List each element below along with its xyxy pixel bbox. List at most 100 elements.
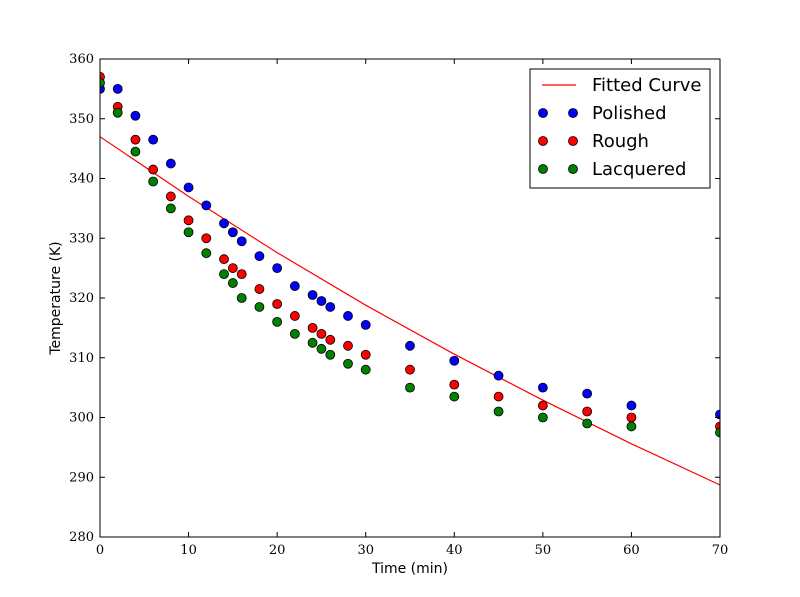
data-point xyxy=(236,269,247,280)
data-point xyxy=(227,263,238,274)
data-point xyxy=(219,254,229,265)
legend-marker xyxy=(538,136,548,146)
data-point xyxy=(272,263,283,274)
data-point xyxy=(360,364,371,375)
data-point xyxy=(449,391,460,402)
data-point xyxy=(626,400,637,411)
data-point xyxy=(165,191,176,202)
data-point xyxy=(360,319,371,330)
data-point xyxy=(289,328,300,339)
data-point xyxy=(343,311,353,321)
data-point xyxy=(148,164,159,175)
y-tick-label: 340 xyxy=(69,172,94,187)
data-point xyxy=(582,418,593,429)
data-point xyxy=(449,355,460,366)
legend-box xyxy=(529,68,711,189)
y-tick-label: 330 xyxy=(69,231,94,246)
data-point xyxy=(405,382,415,393)
plot-area xyxy=(100,72,720,486)
data-point xyxy=(626,412,637,423)
data-point xyxy=(130,134,141,145)
data-point xyxy=(537,400,548,411)
data-point xyxy=(343,340,353,351)
legend-marker xyxy=(538,164,548,174)
legend-label: Polished xyxy=(592,103,667,124)
data-point xyxy=(316,343,327,354)
data-point xyxy=(493,406,504,417)
legend: Fitted Curve Polished Rough Lacquered xyxy=(529,68,711,189)
data-point xyxy=(272,299,283,309)
series-lacquered xyxy=(100,78,720,438)
data-point xyxy=(715,427,720,438)
legend-marker xyxy=(568,108,578,118)
legend-marker xyxy=(538,108,548,118)
x-tick-label: 50 xyxy=(535,543,552,558)
y-tick-label: 310 xyxy=(69,351,94,366)
data-point xyxy=(165,158,176,169)
data-point xyxy=(289,311,300,321)
data-point xyxy=(148,176,159,187)
data-point xyxy=(201,248,212,259)
x-tick-label: 10 xyxy=(180,543,197,558)
x-tick-label: 40 xyxy=(446,543,463,558)
data-point xyxy=(183,227,194,238)
data-point xyxy=(219,218,229,229)
y-tick-label: 320 xyxy=(69,291,94,306)
data-point xyxy=(325,349,336,360)
y-axis-label: Temperature (K) xyxy=(48,241,64,355)
data-point xyxy=(254,302,265,312)
data-point xyxy=(316,296,327,306)
data-point xyxy=(715,409,720,420)
data-point xyxy=(405,340,415,351)
data-point xyxy=(582,406,593,417)
data-point xyxy=(201,200,212,211)
data-point xyxy=(100,78,105,88)
data-point xyxy=(325,334,336,345)
data-point xyxy=(148,134,159,145)
legend-marker xyxy=(568,136,578,146)
y-tick-label: 280 xyxy=(69,530,94,545)
data-point xyxy=(183,215,194,226)
data-point xyxy=(289,281,300,291)
data-point xyxy=(325,302,336,312)
y-tick-label: 360 xyxy=(69,52,94,67)
data-point xyxy=(343,358,353,369)
x-axis-label: Time (min) xyxy=(371,561,448,577)
data-point xyxy=(537,382,548,393)
data-point xyxy=(360,349,371,360)
data-point xyxy=(112,83,123,94)
data-point xyxy=(307,337,318,348)
data-point xyxy=(227,278,238,288)
y-tick-label: 350 xyxy=(69,112,94,127)
data-point xyxy=(112,107,123,118)
data-point xyxy=(236,236,247,247)
data-point xyxy=(165,203,176,214)
data-point xyxy=(626,421,637,432)
x-tick-label: 0 xyxy=(96,543,104,558)
y-tick-label: 300 xyxy=(69,411,94,426)
data-point xyxy=(130,110,141,121)
legend-label: Lacquered xyxy=(592,159,686,180)
data-point xyxy=(307,322,318,333)
data-point xyxy=(493,370,504,381)
data-point xyxy=(236,293,247,303)
data-point xyxy=(307,290,318,300)
data-point xyxy=(183,182,194,193)
data-point xyxy=(449,379,460,390)
data-point xyxy=(272,316,283,327)
plot-frame xyxy=(99,58,721,538)
data-point xyxy=(254,251,265,262)
x-tick-label: 30 xyxy=(357,543,374,558)
data-point xyxy=(582,388,593,399)
data-point xyxy=(201,233,212,244)
y-tick-label: 290 xyxy=(69,470,94,485)
ticks: 0 10 20 30 40 50 60 70 280 290 300 310 320 330 340 350 3… xyxy=(69,52,728,558)
x-tick-label: 20 xyxy=(269,543,286,558)
series-rough xyxy=(100,72,720,432)
data-point xyxy=(405,364,415,375)
data-point xyxy=(227,227,238,238)
x-tick-label: 60 xyxy=(623,543,640,558)
legend-marker xyxy=(568,164,578,174)
x-tick-label: 70 xyxy=(712,543,729,558)
data-point xyxy=(219,269,229,280)
